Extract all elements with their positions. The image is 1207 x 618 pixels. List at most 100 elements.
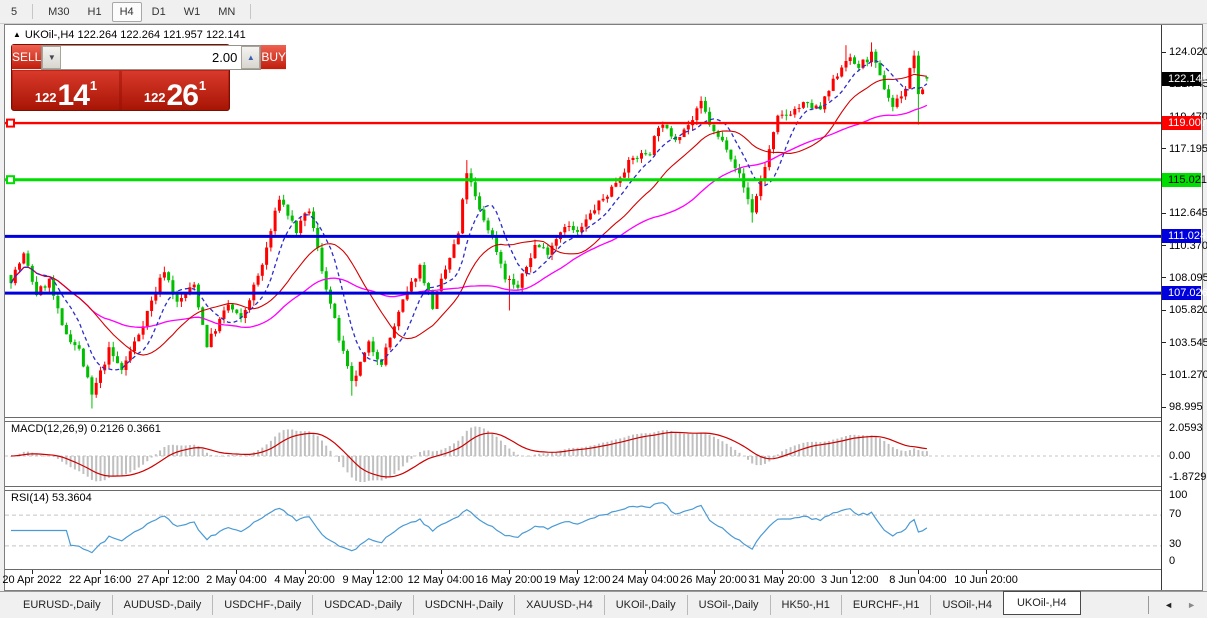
date-tick-mark xyxy=(781,570,783,574)
macd-axis-label: -1.8729 xyxy=(1169,471,1207,483)
symbol-tab[interactable]: HK50-,H1 xyxy=(769,595,841,615)
symbol-tab[interactable]: EURCHF-,H1 xyxy=(840,595,931,615)
bid-price-block[interactable]: 122 14 1 xyxy=(13,71,119,110)
rsi-axis-label: 30 xyxy=(1169,538,1182,550)
volume-decrease-button[interactable]: ▼ xyxy=(42,46,62,69)
symbol-tab[interactable]: USOil-,Daily xyxy=(686,595,770,615)
ask-price-big: 26 xyxy=(166,78,199,112)
sell-button[interactable]: SELL xyxy=(12,45,42,70)
timeframe-button-m30[interactable]: M30 xyxy=(48,5,70,18)
macd-axis-label: 0.00 xyxy=(1169,450,1191,462)
chart-title: ▲ UKOil-,H4 122.264 122.264 121.957 122.1… xyxy=(13,29,246,41)
date-label: 12 May 04:00 xyxy=(407,574,475,586)
date-tick-mark xyxy=(372,570,374,574)
symbol-tab[interactable]: EURUSD-,Daily xyxy=(23,599,101,611)
symbol-tab[interactable]: USDCHF-,Daily xyxy=(212,595,312,615)
macd-axis-label: 2.0593 xyxy=(1169,422,1203,434)
rsi-label: RSI(14) 53.3604 xyxy=(11,492,92,504)
chart-window: ▲ UKOil-,H4 122.264 122.264 121.957 122.1… xyxy=(2,24,1207,591)
price-level-badge: 115.021 xyxy=(1162,172,1207,187)
toolbar-separator xyxy=(250,4,252,19)
date-label: 8 Jun 04:00 xyxy=(889,574,947,586)
symbol-tab[interactable]: AUDUSD-,Daily xyxy=(111,595,213,615)
symbol-tab[interactable]: XAUUSD-,H4 xyxy=(514,595,604,615)
tabnav-divider xyxy=(1148,596,1150,614)
volume-increase-button[interactable]: ▲ xyxy=(241,46,261,69)
date-tick-mark xyxy=(236,570,238,574)
symbol-tab[interactable]: USDCAD-,Daily xyxy=(312,595,413,615)
date-label: 22 Apr 16:00 xyxy=(68,574,132,586)
bid-price-big: 14 xyxy=(57,78,90,112)
price-tick-mark xyxy=(1162,245,1166,247)
symbol-tab[interactable]: USDCNH-,Daily xyxy=(412,595,514,615)
timeframe-button-w1[interactable]: W1 xyxy=(183,5,201,18)
buy-button[interactable]: BUY xyxy=(261,45,287,70)
pane-splitter[interactable] xyxy=(5,486,1161,491)
chart-title-text: UKOil-,H4 122.264 122.264 121.957 122.14… xyxy=(24,29,246,41)
date-tick-mark xyxy=(168,570,170,574)
date-tick-mark xyxy=(304,570,306,574)
date-tick-mark xyxy=(713,570,715,574)
rsi-axis-label: 70 xyxy=(1169,508,1182,520)
pane-splitter[interactable] xyxy=(5,417,1161,422)
symbol-tab[interactable]: UKOil-,Daily xyxy=(603,595,687,615)
chart-plot-area[interactable]: ▲ UKOil-,H4 122.264 122.264 121.957 122.1… xyxy=(2,25,1162,590)
price-tick-label: 105.820 xyxy=(1169,304,1207,317)
date-tick-mark xyxy=(100,570,102,574)
date-tick-mark xyxy=(849,570,851,574)
price-tick-mark xyxy=(1162,342,1166,344)
price-tick-label: 108.095 xyxy=(1169,271,1207,284)
price-tick-label: 124.020 xyxy=(1169,46,1207,58)
date-tick-mark xyxy=(986,570,988,574)
volume-input[interactable] xyxy=(61,46,242,69)
price-level-badge: 111.024 xyxy=(1162,229,1206,244)
pane-border xyxy=(5,569,1161,570)
symbol-tab[interactable]: UKOil-,H4 xyxy=(1002,591,1081,615)
timeframe-button-d1[interactable]: D1 xyxy=(151,5,166,18)
price-level-badge: 122.141 xyxy=(1162,71,1207,86)
date-tick-mark xyxy=(917,570,919,574)
toolbar-separator xyxy=(32,4,34,19)
date-label: 2 May 04:00 xyxy=(206,574,267,586)
date-tick-mark xyxy=(509,570,511,574)
rsi-indicator-pane[interactable] xyxy=(5,489,1161,569)
date-tick-mark xyxy=(577,570,579,574)
price-tick-label: 103.545 xyxy=(1169,336,1207,349)
date-tick-mark xyxy=(645,570,647,574)
volume-control: ▼ ▲ xyxy=(41,45,262,70)
date-label: 3 Jun 12:00 xyxy=(821,574,879,586)
timeframe-toolbar: 5 M30 H1 H4 D1 W1 MN xyxy=(0,0,1207,24)
price-chart[interactable] xyxy=(5,25,1161,417)
symbol-tab[interactable]: USOil-,H4 xyxy=(930,595,1003,615)
date-label: 31 May 20:00 xyxy=(748,574,815,586)
bid-price-sup: 1 xyxy=(89,78,98,93)
date-label: 9 May 12:00 xyxy=(342,574,404,586)
price-axis[interactable]: 124.020121.745119.470117.195112.645110.3… xyxy=(1162,25,1207,590)
price-tick-label: 101.270 xyxy=(1169,368,1207,381)
date-label: 24 May 04:00 xyxy=(612,574,679,586)
timeframe-button-h4[interactable]: H4 xyxy=(111,1,142,22)
ask-price-block[interactable]: 122 26 1 xyxy=(122,71,228,110)
date-label: 26 May 20:00 xyxy=(680,574,747,586)
price-level-badge: 119.007 xyxy=(1162,116,1207,131)
date-axis[interactable]: 20 Apr 2022 22 Apr 16:00 27 Apr 12:00 2 May… xyxy=(2,570,1161,590)
timeframe-button-5[interactable]: 5 xyxy=(11,5,18,18)
date-label: 4 May 20:00 xyxy=(274,574,335,586)
price-tick-mark xyxy=(1162,277,1166,279)
rsi-axis-label: 0 xyxy=(1169,555,1176,567)
tab-scroll-left-icon[interactable]: ◄ xyxy=(1164,600,1174,610)
tab-scroll-controls: ◄ ► xyxy=(1148,592,1207,618)
price-tick-mark xyxy=(1162,374,1166,376)
timeframe-button-h1[interactable]: H1 xyxy=(87,5,102,18)
macd-indicator-pane[interactable] xyxy=(5,420,1161,486)
price-tick-mark xyxy=(1162,51,1166,53)
date-label: 27 Apr 12:00 xyxy=(137,574,200,586)
date-tick-mark xyxy=(440,570,442,574)
timeframe-button-mn[interactable]: MN xyxy=(218,5,236,18)
price-tick-label: 117.195 xyxy=(1169,142,1207,155)
price-tick-mark xyxy=(1162,148,1166,150)
ask-price-sup: 1 xyxy=(198,78,207,93)
tab-scroll-right-icon[interactable]: ► xyxy=(1187,600,1196,610)
collapse-arrow-icon[interactable]: ▲ xyxy=(13,30,21,39)
